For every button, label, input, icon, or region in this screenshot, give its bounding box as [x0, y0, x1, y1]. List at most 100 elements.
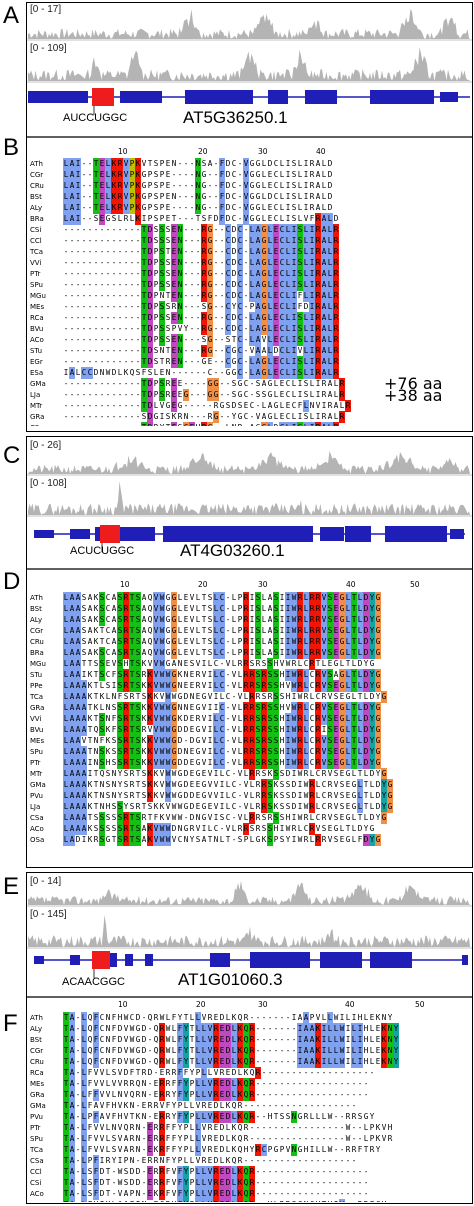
panel-c-browser	[27, 450, 472, 570]
species-label: ATh	[30, 1014, 43, 1022]
sequence: LAASAKSCASRTSAQVWGGLEVLTSLC-LPRISLASIIWR…	[63, 647, 381, 659]
sequence: -------------TDSNTEN---RG--CGC-VAALDCLIV…	[63, 345, 339, 357]
species-label: ATh	[30, 594, 43, 602]
species-label: ESa	[30, 369, 44, 377]
sequence: IALCCDNWDLKQSFSLEN------C--GGC-LAGLECLIS…	[63, 367, 339, 379]
species-label: BSt	[30, 1036, 42, 1044]
species-label: MTr	[30, 770, 43, 778]
ruler-d-20: 20	[198, 580, 208, 589]
species-label: STu	[30, 347, 43, 355]
species-label: BRa	[30, 215, 44, 223]
species-label: EGr	[30, 358, 43, 366]
sequence: LAI--TELKRVPKGPSPE----NG--FDC-VGGLECLISL…	[63, 202, 333, 214]
species-label: MEs	[30, 737, 45, 745]
sequence: TA-LFVVLNVQRN-ERRFFYPLLVREDLKQR---------…	[63, 1122, 393, 1134]
species-label: TCa	[30, 248, 44, 256]
sequence: LAAAKTNSNYSRTSKKVWWGDEEGVVILC-VLRRSKSSDI…	[63, 779, 393, 791]
species-label: BSt	[30, 605, 42, 613]
species-label: CSa	[30, 1157, 44, 1165]
sequence: -------------TDSSSEN---RG--CDC-LAGLECLIS…	[63, 235, 339, 247]
species-label: CRu	[30, 638, 44, 646]
ruler-b-20: 20	[198, 147, 208, 156]
species-label: ACo	[30, 336, 44, 344]
sequence: LAI--SEGSLRLKIPSPET---TSFDFDC-VGGLECLISL…	[63, 213, 339, 225]
extra-aa-2: +38 aa	[384, 386, 443, 405]
panel-e-browser	[27, 881, 472, 998]
species-label: PVu	[30, 1113, 43, 1121]
panel-label-b: B	[3, 134, 20, 161]
species-label: VVi	[30, 715, 42, 723]
sequence: LAAAKSSSSSRTSAKVWWDNGRVILC-VLRRSRSSHIWRL…	[63, 823, 375, 835]
panel-label-a: A	[3, 2, 20, 29]
sequence: TA-LFVIKLAAFIN-EGRYFYPLLVREDLKQR--KLRRSG…	[63, 1199, 387, 1202]
species-label: CCl	[30, 1168, 42, 1176]
sequence: LAASAKTCASRTSAQVWGGLEVLTSLC-LPRISLASIIWR…	[63, 636, 381, 648]
coverage-range-c2: [0 - 108]	[30, 478, 67, 489]
sequence: TA-LFVVLSVARN-EKRFFYPLLVREDLKQHYRCPGPVNG…	[63, 1144, 381, 1156]
sequence: LAI--TELKRVPKGPSPE----NG--FDC-VGGLECLISL…	[63, 180, 333, 192]
panel-label-d: D	[3, 568, 21, 595]
ruler-b-10: 10	[118, 147, 128, 156]
species-label: PPe	[30, 1199, 60, 1202]
panel-label-e: E	[3, 873, 20, 900]
species-label: TCa	[30, 693, 44, 701]
species-label: LJa	[30, 391, 41, 399]
species-label: GRa	[30, 704, 45, 712]
sequence: LAAATKLNSSRTSKKVWWGNNEGVIIC-VLRRSRSSHVWR…	[63, 702, 381, 714]
species-label: BRa	[30, 649, 44, 657]
species-label: GRa	[30, 413, 45, 421]
species-label: CRu	[30, 182, 44, 190]
sequence: LAATTSSEVSHTSKVVWGANESVILC-VLRRSRSSHVWRL…	[63, 658, 375, 670]
sequence: -------------TDPSSEN---RG--CDC-LAGLECLIS…	[63, 257, 339, 269]
species-label: MTr	[30, 402, 43, 410]
sequence: TA-LQFCNFDVWGD-QRWLFYTLLVREDLKQR-------I…	[63, 1056, 399, 1068]
species-label: CSa	[30, 422, 60, 426]
species-label: ALy	[30, 616, 43, 624]
ruler-d-10: 10	[120, 580, 130, 589]
gene-model-a	[28, 88, 470, 115]
sequence: LAAAKTSNFSRTSKKVWWGKDERVILC-VLRRSRSSHIWR…	[63, 713, 381, 725]
sequence: -------------SDGISKRN---RG--YGC-VAGLECLI…	[63, 411, 345, 423]
sequence: -------------TDLVGEG-----RGSDSEC-LAGLECF…	[63, 400, 351, 412]
species-label: GMa	[30, 380, 46, 388]
sequence: -------------TDSTREN---GE--CGC-LAGLECLIS…	[63, 356, 339, 368]
sequence: LAAATQSKFSRTSRVVWWGDDEGVILC-VLRRSRSSHIWR…	[63, 724, 381, 736]
sequence: TA-LFVVLVVRRQN-ERRFFYPLLVREDLKQR--------…	[63, 1078, 369, 1090]
species-label: SPu	[30, 1135, 43, 1143]
coverage-range-a2: [0 - 109]	[30, 43, 67, 54]
sequence: -------------TDPNTEN---RG--CDC-LAGLECLIF…	[63, 290, 339, 302]
sequence: LAAATNSKSSRTSKKVWWGDNEGVILC-VLRRSRSSHIWR…	[63, 746, 381, 758]
sequence: -------------TDPSREEG---GG--SGC-SSGLECLI…	[63, 389, 345, 401]
gene-name-e: AT1G01060.3	[178, 970, 283, 989]
species-label: ACo	[30, 1190, 44, 1198]
coverage-track-e1	[28, 881, 470, 905]
sequence: LAAAKTNHSSYSRTSKKVWWGDEGEVILC-VLRRSKSSDI…	[63, 801, 393, 813]
ruler-f-40: 40	[345, 1000, 355, 1009]
species-label: CSa	[30, 814, 44, 822]
panel-a-browser	[27, 9, 472, 138]
sequence: -------------TDPSREE----GG--SGC-SAGLECLI…	[63, 378, 345, 390]
coverage-range-e1: [0 - 14]	[30, 876, 62, 887]
gene-model-c	[34, 525, 465, 552]
coverage-track-c2	[28, 481, 470, 515]
sequence: TA-LFAVFHVKN-ERRVFYPLLVREDLKQR----------…	[63, 1100, 357, 1112]
sequence: -------------TDPSSEN---RG--CDC-LAGLECLIS…	[63, 279, 339, 291]
species-label: CSi	[30, 1179, 42, 1187]
species-label: CRu	[30, 1058, 44, 1066]
sequence: LAAAKTLSISRTSKKVWWGNEERVILC-VLRRSRSSHVWR…	[63, 680, 381, 692]
sequence: -------------TDPSSEN---RG--CDC-LAGLECLIS…	[63, 312, 339, 324]
coverage-range-e2: [0 - 145]	[30, 909, 67, 920]
sequence: TA-LFFVVLNVQRN-ERRYFYPLLVREDLKQR--------…	[63, 1089, 369, 1101]
species-label: ATh	[30, 160, 43, 168]
coverage-track-c1	[28, 450, 470, 474]
ruler-d-40: 40	[346, 580, 356, 589]
coverage-range-a1: [0 - 17]	[30, 4, 62, 15]
sequence: TA-LQFCNFDVWGD-QRWLFYTLLVREDLKQR-------I…	[63, 1045, 399, 1057]
sequence: -------------TDPSTEN---RG--CDC-LAGLECLIS…	[63, 246, 339, 258]
sequence: LAASAKSCASRTSAQVWGGLEVLTSLC-LPRISLASIIWR…	[63, 603, 381, 615]
ruler-d: 10 20 30 40 50	[0, 580, 474, 590]
sequence: LAASAKSCASRTSAQVWGGLEVLTSLC-LPRISLASIIWR…	[63, 614, 381, 626]
species-label: PPe	[30, 682, 43, 690]
sequence: TA-LPFIRYIPN-ERRNFYPLLVREDLKQR----------…	[63, 1155, 357, 1167]
sequence: TA-LFVVLSVDFTRD-ERRFFYPLLVREDLKQR-------…	[63, 1067, 375, 1079]
